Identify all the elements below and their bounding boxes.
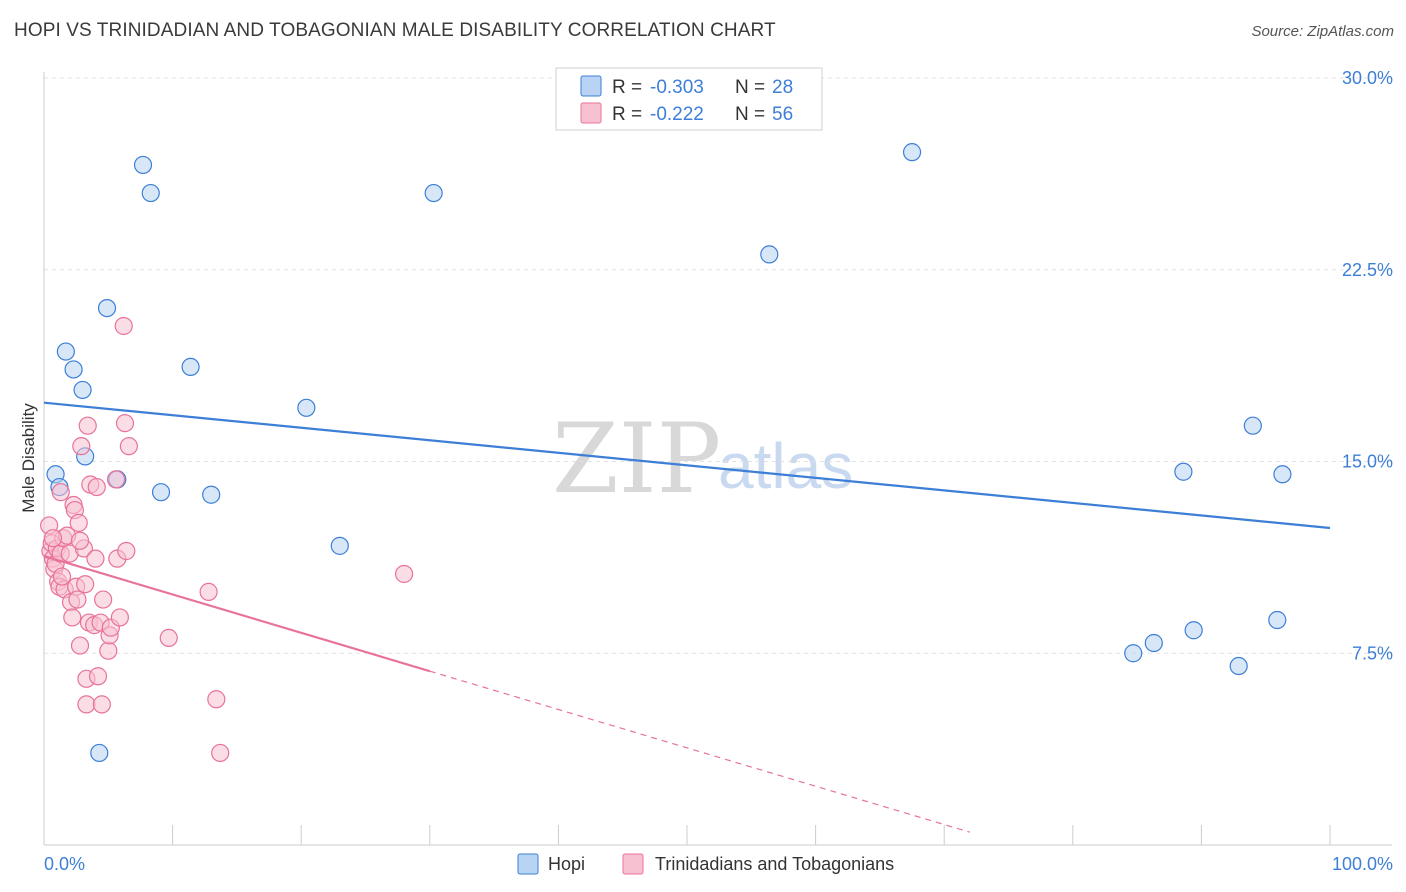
- hopi-point: [64, 360, 83, 379]
- trin-point: [110, 608, 129, 627]
- y-tick-labels: 7.5% 15.0% 22.5% 30.0%: [1342, 68, 1393, 663]
- legend-swatch-hopi: [580, 75, 602, 97]
- axes: [43, 72, 1392, 846]
- legend-r-value-trin: -0.222: [650, 104, 704, 125]
- hopi-points: [46, 143, 1292, 763]
- x-tick-label-min: 0.0%: [44, 854, 85, 874]
- trin-point: [99, 641, 118, 660]
- legend-r-label-trin: R =: [612, 104, 642, 125]
- trin-point: [114, 316, 133, 336]
- trin-point: [115, 414, 135, 433]
- hopi-point: [56, 342, 75, 361]
- hopi-trend-line: [43, 401, 1331, 530]
- trin-point: [76, 575, 95, 594]
- trin-point: [159, 628, 178, 648]
- hopi-point: [330, 536, 349, 555]
- hopi-point: [1268, 610, 1287, 630]
- legend-n-value-hopi: 28: [772, 77, 793, 98]
- trin-point: [211, 743, 230, 763]
- trin-point: [77, 695, 96, 714]
- trin-point: [199, 582, 218, 601]
- hopi-point: [424, 183, 443, 203]
- trin-point: [70, 531, 90, 550]
- bottom-legend-swatch-hopi: [517, 853, 539, 875]
- bottom-legend-hopi: Hopi: [548, 854, 585, 874]
- x-tick-label-max: 100.0%: [1332, 854, 1393, 874]
- trin-point: [43, 529, 63, 548]
- source-label: Source: ZipAtlas.com: [1251, 23, 1394, 40]
- y-tick-label: 30.0%: [1342, 68, 1393, 88]
- hopi-point: [1243, 416, 1262, 435]
- hopi-point: [1229, 656, 1248, 676]
- trin-point: [119, 437, 138, 456]
- hopi-point: [1144, 633, 1163, 653]
- series-legend: Hopi Trinidadians and Tobagonians: [517, 853, 894, 875]
- gridlines: [44, 77, 1392, 654]
- y-tick-label: 22.5%: [1342, 260, 1393, 280]
- trin-point: [78, 416, 97, 435]
- y-tick-label: 15.0%: [1342, 452, 1393, 472]
- trin-point: [86, 549, 105, 568]
- hopi-point: [760, 245, 779, 264]
- trin-point: [52, 567, 72, 586]
- legend-r-label-hopi: R =: [612, 77, 642, 98]
- trin-point: [117, 541, 136, 561]
- trin-trend-line-extrapolated: [429, 670, 971, 833]
- hopi-point: [133, 155, 153, 175]
- hopi-point: [1124, 644, 1143, 663]
- trin-trend-line: [43, 555, 431, 673]
- legend-n-value-trin: 56: [772, 104, 793, 125]
- trin-points: [40, 316, 414, 763]
- trin-point: [87, 477, 106, 497]
- trin-point: [72, 437, 91, 456]
- hopi-point: [90, 743, 109, 763]
- watermark-zip: ZIP: [552, 403, 721, 515]
- x-ticks: [43, 825, 1331, 845]
- legend-n-label-hopi: N =: [735, 77, 765, 98]
- legend-swatch-trin: [580, 102, 602, 124]
- hopi-point: [1184, 621, 1203, 640]
- trin-point: [106, 470, 126, 489]
- trin-point: [394, 564, 414, 584]
- y-tick-label: 7.5%: [1352, 643, 1393, 663]
- bottom-legend-trin: Trinidadians and Tobagonians: [655, 854, 894, 874]
- bottom-legend-swatch-trin: [622, 853, 644, 875]
- chart-title: HOPI VS TRINIDADIAN AND TOBAGONIAN MALE …: [14, 20, 776, 41]
- hopi-point: [73, 380, 92, 400]
- legend-n-label-trin: N =: [735, 104, 765, 125]
- hopi-point: [97, 299, 117, 318]
- trin-point: [68, 590, 87, 609]
- trin-point: [88, 667, 108, 686]
- watermark-atlas: atlas: [718, 430, 853, 502]
- trin-point: [92, 695, 111, 714]
- hopi-point: [1273, 465, 1292, 484]
- hopi-point: [297, 398, 316, 417]
- hopi-point: [902, 143, 922, 162]
- trin-point: [207, 690, 226, 709]
- y-axis-label: Male Disability: [19, 403, 38, 513]
- hopi-point: [202, 485, 221, 504]
- hopi-point: [181, 357, 200, 377]
- trendlines: [43, 401, 1331, 833]
- trin-point: [94, 590, 113, 609]
- trin-point: [51, 483, 70, 502]
- trin-point: [70, 636, 90, 655]
- correlation-legend: R = -0.303 N = 28 R = -0.222 N = 56: [555, 67, 823, 131]
- trin-point: [63, 608, 82, 627]
- hopi-point: [151, 483, 171, 502]
- hopi-point: [1174, 462, 1193, 481]
- hopi-point: [141, 183, 160, 203]
- legend-r-value-hopi: -0.303: [650, 77, 704, 98]
- trin-point: [69, 513, 88, 532]
